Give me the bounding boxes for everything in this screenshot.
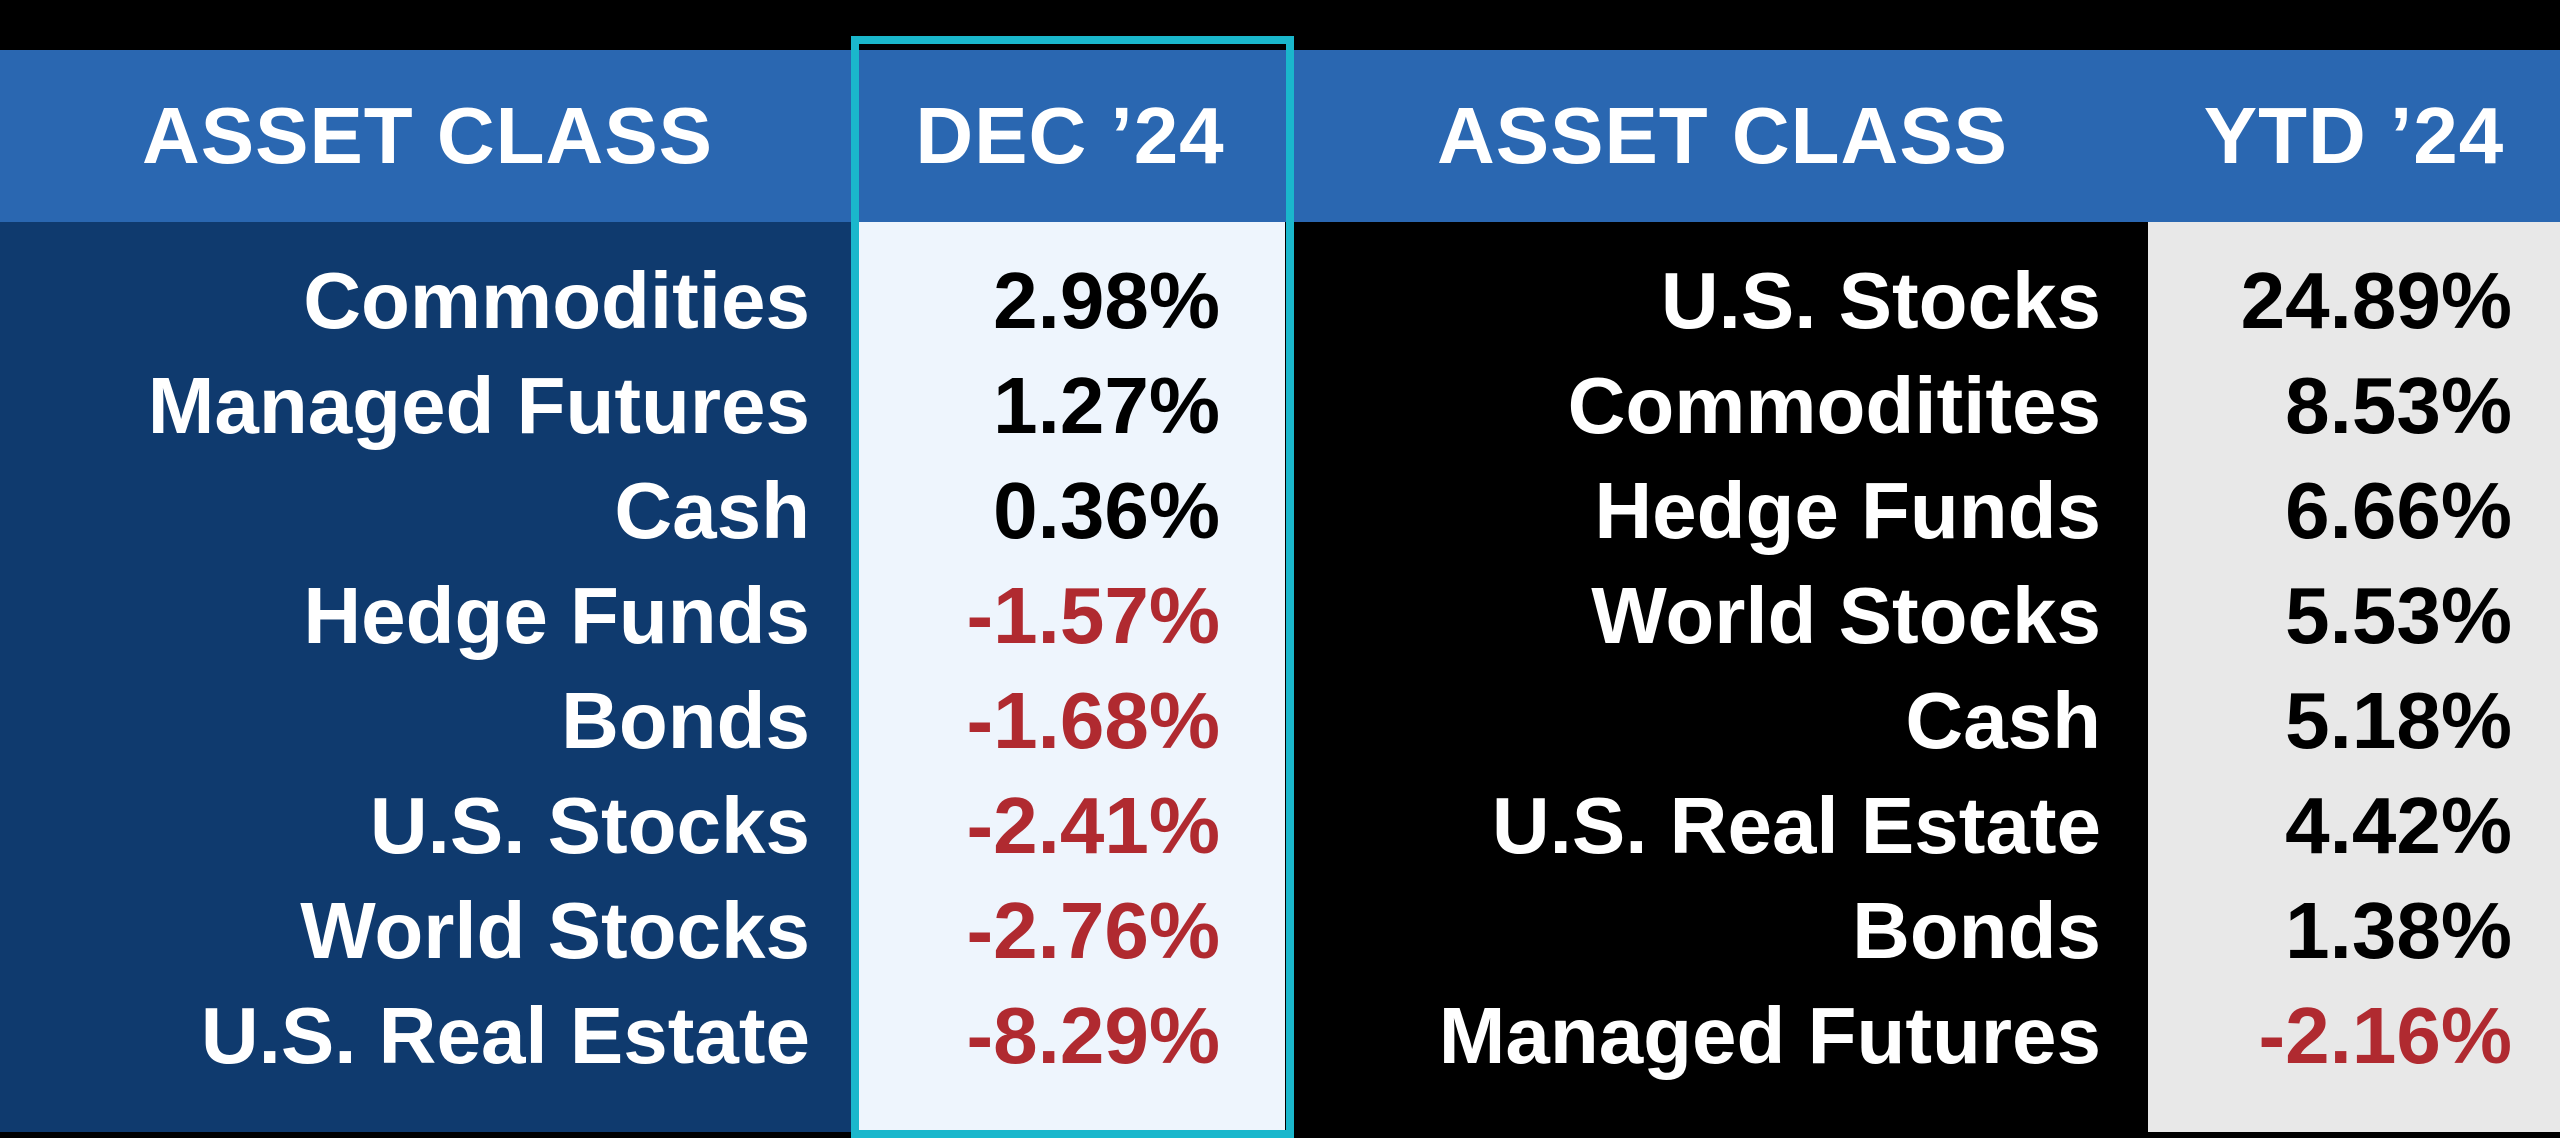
ytd-return-value: 24.89% (2240, 256, 2512, 345)
ytd-asset-label: Managed Futures (1438, 991, 2101, 1080)
ytd-return-value: 4.42% (2285, 781, 2512, 870)
header-asset-class-right: ASSET CLASS (1297, 50, 2148, 222)
dec-return-value: -1.57% (966, 571, 1220, 660)
dec-value-panel (855, 222, 1285, 1132)
header-gap (1285, 50, 1297, 222)
header-asset-class-left: ASSET CLASS (0, 50, 855, 222)
dec-asset-label: U.S. Real Estate (200, 991, 810, 1080)
ytd-return-value: -2.16% (2258, 991, 2512, 1080)
dec-return-value: 1.27% (993, 361, 1220, 450)
dec-asset-label: Hedge Funds (303, 571, 810, 660)
dec-asset-label: U.S. Stocks (369, 781, 810, 870)
dec-return-value: 0.36% (993, 466, 1220, 555)
ytd-return-value: 5.53% (2285, 571, 2512, 660)
ytd-value-panel (2148, 222, 2560, 1132)
dec-asset-label: Bonds (561, 676, 810, 765)
header-ytd-24: YTD ’24 (2148, 50, 2560, 222)
dec-asset-label: Cash (614, 466, 810, 555)
ytd-return-value: 8.53% (2285, 361, 2512, 450)
dec-return-value: -2.76% (966, 886, 1220, 975)
ytd-asset-label: World Stocks (1591, 571, 2101, 660)
ytd-asset-label: Bonds (1852, 886, 2101, 975)
dec-asset-label: Commodities (303, 256, 810, 345)
dec-return-value: 2.98% (993, 256, 1220, 345)
ytd-asset-label: U.S. Real Estate (1491, 781, 2101, 870)
ytd-return-value: 5.18% (2285, 676, 2512, 765)
ytd-return-value: 1.38% (2285, 886, 2512, 975)
ytd-asset-label: Hedge Funds (1594, 466, 2101, 555)
ytd-return-value: 6.66% (2285, 466, 2512, 555)
ytd-asset-panel (1285, 222, 2148, 1132)
ytd-asset-label: Cash (1905, 676, 2101, 765)
dec-return-value: -2.41% (966, 781, 1220, 870)
dec-asset-label: Managed Futures (147, 361, 810, 450)
dec-asset-label: World Stocks (300, 886, 810, 975)
ytd-asset-label: Commoditites (1567, 361, 2101, 450)
header-dec-24: DEC ’24 (855, 50, 1285, 222)
dec-asset-panel (0, 222, 855, 1132)
ytd-asset-label: U.S. Stocks (1660, 256, 2101, 345)
top-black-bar (0, 0, 2560, 50)
dec-return-value: -8.29% (966, 991, 1220, 1080)
dec-return-value: -1.68% (966, 676, 1220, 765)
